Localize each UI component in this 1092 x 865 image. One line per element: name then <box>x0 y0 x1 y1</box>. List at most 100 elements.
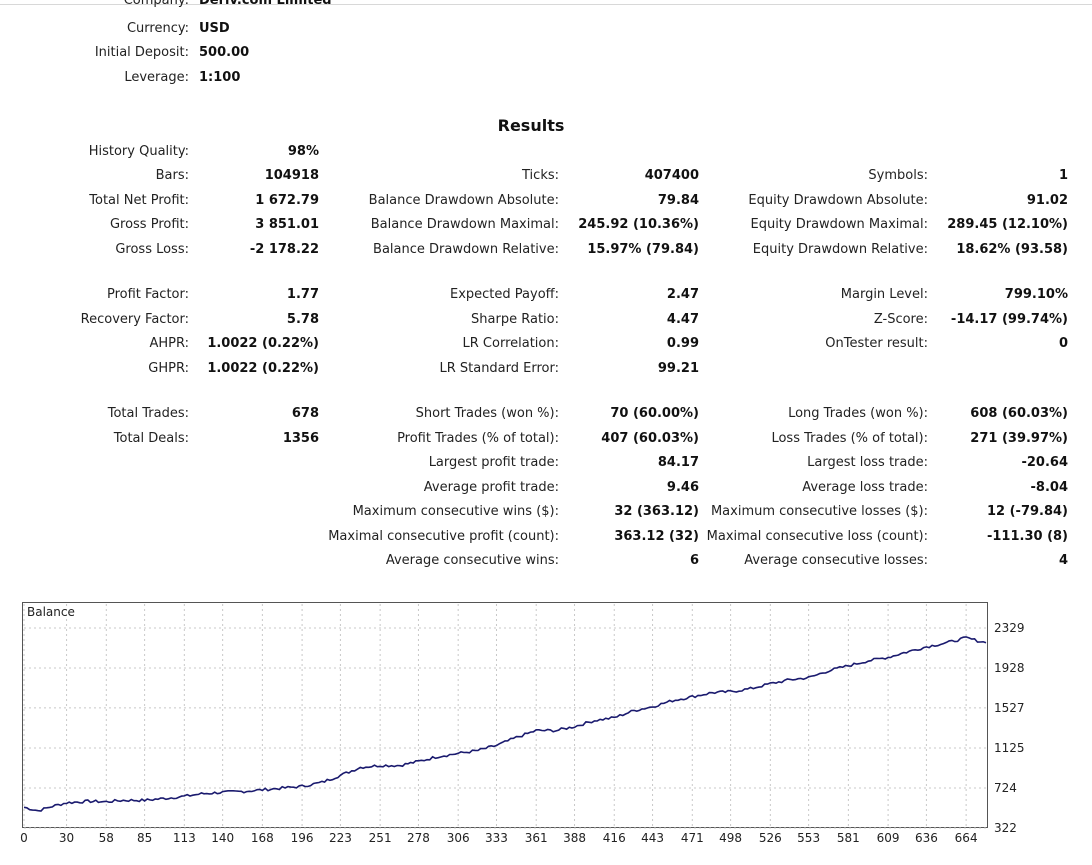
expected-payoff-label: Expected Payoff: <box>450 287 559 302</box>
sharpe-ratio-label: Sharpe Ratio: <box>471 312 559 327</box>
profit-factor-label: Profit Factor: <box>107 287 189 302</box>
average-consecutive-losses-label: Average consecutive losses: <box>744 553 928 568</box>
z-score-label: Z-Score: <box>873 312 928 327</box>
equity-drawdown-relative-value: 18.62% (93.58) <box>956 242 1068 257</box>
sharpe-ratio-value: 4.47 <box>666 312 699 327</box>
balance-chart <box>22 602 988 828</box>
company-label: Company: <box>123 0 189 8</box>
x-tick-label: 30 <box>59 831 74 845</box>
x-tick-label: 361 <box>525 831 548 845</box>
x-tick-label: 636 <box>915 831 938 845</box>
x-tick-label: 388 <box>563 831 586 845</box>
average-loss-trade-value: -8.04 <box>1030 480 1068 495</box>
x-tick-label: 416 <box>603 831 626 845</box>
y-tick-label: 1125 <box>994 741 1025 755</box>
lr-correlation-label: LR Correlation: <box>462 336 559 351</box>
lr-correlation-value: 0.99 <box>666 336 699 351</box>
ontester-result-label: OnTester result: <box>825 336 928 351</box>
recovery-factor-label: Recovery Factor: <box>80 312 189 327</box>
profit-trades-label: Profit Trades (% of total): <box>397 431 559 446</box>
average-profit-trade-label: Average profit trade: <box>423 480 559 495</box>
ontester-result-value: 0 <box>1058 336 1068 351</box>
x-tick-label: 526 <box>759 831 782 845</box>
x-tick-label: 140 <box>211 831 234 845</box>
margin-level-value: 799.10% <box>1004 287 1068 302</box>
x-tick-label: 168 <box>251 831 274 845</box>
loss-trades-label: Loss Trades (% of total): <box>771 431 928 446</box>
total-net-profit-value: 1 672.79 <box>255 193 319 208</box>
balance-drawdown-relative-label: Balance Drawdown Relative: <box>373 242 559 257</box>
profit-trades-value: 407 (60.03%) <box>601 431 699 446</box>
currency-value: USD <box>199 21 230 36</box>
gross-loss-label: Gross Loss: <box>115 242 189 257</box>
gross-loss-value: -2 178.22 <box>249 242 319 257</box>
balance-line <box>23 636 987 812</box>
chart-title: Balance <box>27 605 75 619</box>
lr-standard-error-value: 99.21 <box>657 361 699 376</box>
loss-trades-value: 271 (39.97%) <box>970 431 1068 446</box>
x-tick-label: 0 <box>20 831 28 845</box>
total-deals-label: Total Deals: <box>113 431 189 446</box>
leverage-value: 1:100 <box>199 70 241 85</box>
x-tick-label: 553 <box>797 831 820 845</box>
symbols-label: Symbols: <box>868 168 928 183</box>
ahpr-label: AHPR: <box>149 336 189 351</box>
currency-label: Currency: <box>126 21 189 36</box>
x-tick-label: 443 <box>641 831 664 845</box>
long-trades-label: Long Trades (won %): <box>788 406 928 421</box>
x-tick-label: 251 <box>369 831 392 845</box>
ticks-label: Ticks: <box>522 168 559 183</box>
maximal-consecutive-loss-value: -111.30 (8) <box>986 529 1068 544</box>
history-quality-label: History Quality: <box>88 144 189 159</box>
x-tick-label: 113 <box>173 831 196 845</box>
x-tick-label: 196 <box>291 831 314 845</box>
balance-drawdown-maximal-value: 245.92 (10.36%) <box>578 217 699 232</box>
x-tick-label: 664 <box>955 831 978 845</box>
maximal-consecutive-profit-value: 363.12 (32) <box>614 529 699 544</box>
y-tick-label: 2329 <box>994 621 1025 635</box>
bars-value: 104918 <box>264 168 319 183</box>
x-tick-label: 333 <box>485 831 508 845</box>
y-tick-label: 1527 <box>994 701 1025 715</box>
symbols-value: 1 <box>1058 168 1068 183</box>
short-trades-label: Short Trades (won %): <box>415 406 559 421</box>
margin-level-label: Margin Level: <box>840 287 928 302</box>
largest-loss-trade-value: -20.64 <box>1021 455 1068 470</box>
leverage-label: Leverage: <box>124 70 189 85</box>
x-tick-label: 498 <box>719 831 742 845</box>
history-quality-value: 98% <box>287 144 319 159</box>
x-tick-label: 85 <box>137 831 152 845</box>
average-consecutive-wins-label: Average consecutive wins: <box>385 553 559 568</box>
total-trades-label: Total Trades: <box>107 406 189 421</box>
largest-profit-trade-value: 84.17 <box>657 455 699 470</box>
maximal-consecutive-profit-label: Maximal consecutive profit (count): <box>328 529 559 544</box>
ghpr-label: GHPR: <box>148 361 189 376</box>
average-consecutive-wins-value: 6 <box>689 553 699 568</box>
x-tick-label: 223 <box>329 831 352 845</box>
long-trades-value: 608 (60.03%) <box>970 406 1068 421</box>
maximal-consecutive-loss-label: Maximal consecutive loss (count): <box>706 529 928 544</box>
y-tick-label: 322 <box>994 821 1017 835</box>
lr-standard-error-label: LR Standard Error: <box>439 361 559 376</box>
recovery-factor-value: 5.78 <box>286 312 319 327</box>
max-consecutive-losses-value: 12 (-79.84) <box>986 504 1068 519</box>
equity-drawdown-absolute-value: 91.02 <box>1026 193 1068 208</box>
initial-deposit-label: Initial Deposit: <box>94 45 189 60</box>
max-consecutive-wins-value: 32 (363.12) <box>614 504 699 519</box>
gross-profit-value: 3 851.01 <box>255 217 319 232</box>
average-profit-trade-value: 9.46 <box>666 480 699 495</box>
largest-loss-trade-label: Largest loss trade: <box>807 455 928 470</box>
balance-drawdown-absolute-label: Balance Drawdown Absolute: <box>368 193 559 208</box>
gross-profit-label: Gross Profit: <box>109 217 189 232</box>
ticks-value: 407400 <box>644 168 699 183</box>
x-tick-label: 471 <box>681 831 704 845</box>
bars-label: Bars: <box>155 168 189 183</box>
total-trades-value: 678 <box>291 406 319 421</box>
x-tick-label: 609 <box>877 831 900 845</box>
top-divider <box>0 0 1092 5</box>
x-tick-label: 581 <box>837 831 860 845</box>
equity-drawdown-maximal-value: 289.45 (12.10%) <box>947 217 1068 232</box>
ghpr-value: 1.0022 (0.22%) <box>207 361 319 376</box>
ahpr-value: 1.0022 (0.22%) <box>207 336 319 351</box>
profit-factor-value: 1.77 <box>286 287 319 302</box>
